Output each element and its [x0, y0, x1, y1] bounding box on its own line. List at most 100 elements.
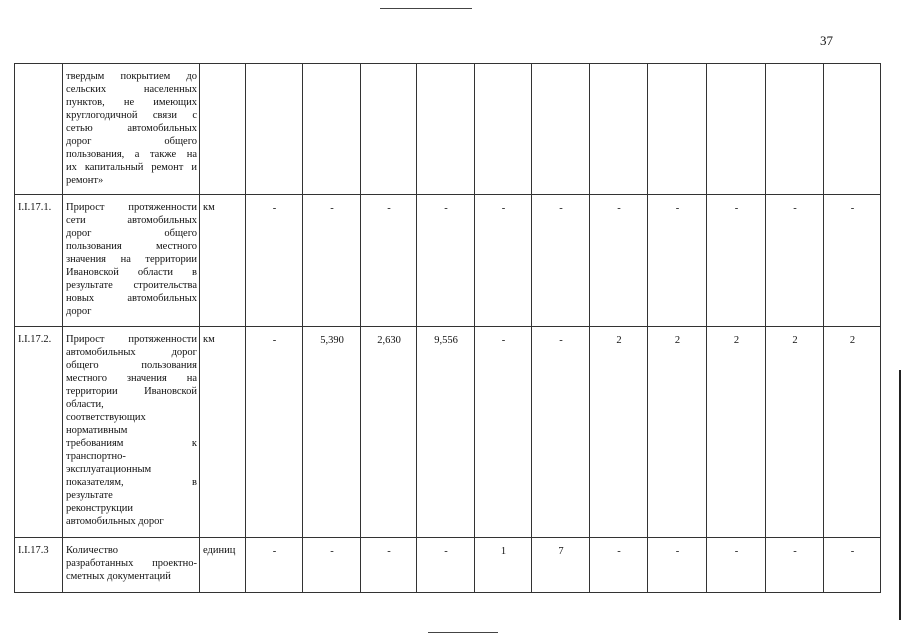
- description-line: ремонт»: [66, 175, 104, 186]
- value-cell: [589, 63, 648, 195]
- description-line: твердым покрытием до: [66, 71, 197, 82]
- row-description: Количество разработанных проектно-сметных…: [62, 537, 200, 593]
- description-line: эксплуатационным: [66, 464, 152, 475]
- value-cell: -: [531, 326, 590, 538]
- value-cell: -: [360, 537, 417, 593]
- description-line: Ивановской области в: [66, 267, 197, 278]
- scan-mark-top: [380, 8, 472, 9]
- table-row: I.I.17.3 Количество разработанных проектно…: [14, 537, 881, 593]
- value-cell: [474, 63, 532, 195]
- value-cell: [823, 63, 881, 195]
- description-line: дорог общего: [66, 228, 197, 239]
- row-unit: км: [199, 326, 246, 538]
- value-cell: [531, 63, 590, 195]
- value-cell: 2: [706, 326, 766, 538]
- description-line: результате: [66, 490, 113, 501]
- row-code: I.I.17.1.: [14, 194, 63, 327]
- value-cell: 2: [765, 326, 824, 538]
- value-cell: -: [823, 537, 881, 593]
- description-line: территории Ивановской: [66, 386, 197, 397]
- table-row: твердым покрытием до сельских населенных п…: [14, 63, 881, 195]
- scan-mark-bottom: [428, 632, 498, 633]
- scan-edge-line: [899, 370, 901, 620]
- table-row: I.I.17.2. Прирост протяженности автомобиль…: [14, 326, 881, 538]
- description-line: Прирост протяженности: [66, 202, 197, 213]
- indicators-table: твердым покрытием до сельских населенных п…: [14, 63, 881, 593]
- value-cell: -: [823, 194, 881, 327]
- description-line: дорог: [66, 306, 92, 317]
- value-cell: -: [765, 194, 824, 327]
- value-cell: -: [647, 194, 707, 327]
- description-line: сельских населенных: [66, 84, 197, 95]
- description-line: результате строительства: [66, 280, 197, 291]
- description-line: пользования, а также на: [66, 149, 197, 160]
- value-cell: -: [360, 194, 417, 327]
- value-cell: -: [474, 326, 532, 538]
- value-cell: -: [474, 194, 532, 327]
- row-code: I.I.17.3: [14, 537, 63, 593]
- value-cell: 5,390: [302, 326, 361, 538]
- description-line: сетью автомобильных: [66, 123, 197, 134]
- row-unit: единиц: [199, 537, 246, 593]
- description-line: значения на территории: [66, 254, 197, 265]
- description-line: автомобильных дорог: [66, 347, 197, 358]
- description-line: сети автомобильных: [66, 215, 197, 226]
- description-line: их капитальный ремонт и: [66, 162, 197, 173]
- description-line: пользования местного: [66, 241, 197, 252]
- description-line: требованиям к: [66, 438, 197, 449]
- value-cell: -: [416, 194, 475, 327]
- description-line: нормативным: [66, 425, 128, 436]
- description-line: новых автомобильных: [66, 293, 197, 304]
- value-cell: -: [706, 194, 766, 327]
- value-cell: 2: [823, 326, 881, 538]
- value-cell: 9,556: [416, 326, 475, 538]
- description-line: Количество: [66, 545, 119, 556]
- value-cell: -: [416, 537, 475, 593]
- value-cell: [765, 63, 824, 195]
- value-cell: -: [302, 194, 361, 327]
- table-row: I.I.17.1. Прирост протяженности сети автом…: [14, 194, 881, 327]
- description-line: области,: [66, 399, 104, 410]
- value-cell: -: [245, 194, 303, 327]
- value-cell: -: [589, 537, 648, 593]
- row-description: Прирост протяженности автомобильных дорог…: [62, 326, 200, 538]
- value-cell: [245, 63, 303, 195]
- description-line: показателям, в: [66, 477, 197, 488]
- description-line: разработанных проектно-: [66, 558, 197, 569]
- description-line: местного значения на: [66, 373, 197, 384]
- value-cell: [302, 63, 361, 195]
- description-line: круглогодичной связи с: [66, 110, 197, 121]
- row-unit: км: [199, 194, 246, 327]
- value-cell: [647, 63, 707, 195]
- value-cell: -: [647, 537, 707, 593]
- value-cell: 7: [531, 537, 590, 593]
- value-cell: 2: [589, 326, 648, 538]
- value-cell: 2: [647, 326, 707, 538]
- description-line: соответствующих: [66, 412, 146, 423]
- description-line: реконструкции: [66, 503, 134, 514]
- value-cell: 2,630: [360, 326, 417, 538]
- value-cell: -: [706, 537, 766, 593]
- description-line: общего пользования: [66, 360, 197, 371]
- row-code: [14, 63, 63, 195]
- description-line: транспортно-: [66, 451, 126, 462]
- value-cell: -: [589, 194, 648, 327]
- value-cell: [360, 63, 417, 195]
- description-line: сметных документаций: [66, 571, 171, 582]
- value-cell: [416, 63, 475, 195]
- description-line: Прирост протяженности: [66, 334, 197, 345]
- row-description: твердым покрытием до сельских населенных п…: [62, 63, 200, 195]
- value-cell: -: [531, 194, 590, 327]
- value-cell: -: [245, 537, 303, 593]
- description-line: автомобильных дорог: [66, 516, 164, 527]
- value-cell: 1: [474, 537, 532, 593]
- value-cell: -: [765, 537, 824, 593]
- page-number: 37: [820, 33, 833, 48]
- description-line: дорог общего: [66, 136, 197, 147]
- value-cell: -: [302, 537, 361, 593]
- value-cell: [706, 63, 766, 195]
- description-line: пунктов, не имеющих: [66, 97, 197, 108]
- row-unit: [199, 63, 246, 195]
- row-description: Прирост протяженности сети автомобильных д…: [62, 194, 200, 327]
- row-code: I.I.17.2.: [14, 326, 63, 538]
